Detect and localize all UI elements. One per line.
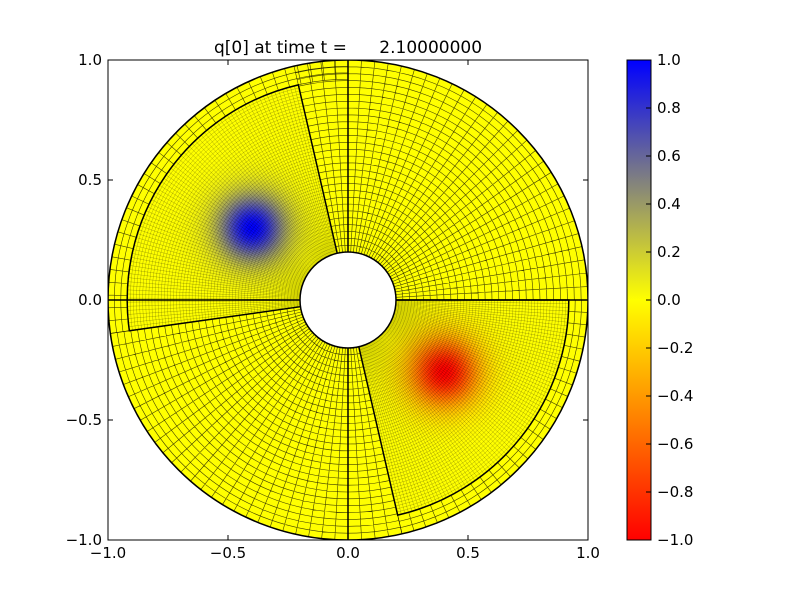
- colorbar-tick-label: 0.2: [657, 243, 681, 261]
- x-axis: −1.0 −0.5 0.0 0.5 1.0: [90, 60, 600, 562]
- plot-area: [108, 60, 588, 540]
- y-tick-label: −1.0: [66, 531, 102, 549]
- colorbar-tick-label: 0.0: [657, 291, 681, 309]
- colorbar-tick-label: −1.0: [657, 531, 693, 549]
- colorbar-tick-label: −0.2: [657, 339, 693, 357]
- colorbar-tick-label: 0.4: [657, 195, 681, 213]
- colorbar-tick-label: −0.6: [657, 435, 693, 453]
- y-tick-label: 1.0: [78, 51, 102, 69]
- x-tick-label: −0.5: [210, 544, 246, 562]
- colorbar-tick-label: −0.4: [657, 387, 693, 405]
- colorbar-tick-label: 0.8: [657, 99, 681, 117]
- x-tick-label: −1.0: [90, 544, 126, 562]
- colorbar-tick-label: −0.8: [657, 483, 693, 501]
- colorbar-tick-label: 0.6: [657, 147, 681, 165]
- colorbar-ticks: 1.0 0.8 0.6 0.4 0.2 0.0 −0.2 −0.4 −0.6 −0.8 −1.0: [646, 51, 693, 549]
- chart-title: q[0] at time t = 2.10000000: [214, 38, 482, 58]
- colorbar: 1.0 0.8 0.6 0.4 0.2 0.0 −0.2 −0.4 −0.6 −0.8 −1.0: [626, 51, 693, 549]
- x-tick-label: 1.0: [576, 544, 600, 562]
- y-tick-label: 0.5: [78, 171, 102, 189]
- y-tick-label: −0.5: [66, 411, 102, 429]
- y-axis: −1.0 −0.5 0.0 0.5 1.0: [66, 51, 588, 549]
- inner-boundary: [299, 251, 397, 349]
- refined-patch-outline: [358, 299, 570, 517]
- x-tick-label: 0.0: [336, 544, 360, 562]
- x-tick-label: 0.5: [456, 544, 480, 562]
- y-tick-label: 0.0: [78, 291, 102, 309]
- colorbar-tick-label: 1.0: [657, 51, 681, 69]
- patch-boundaries: [108, 60, 588, 540]
- refined-patch-outline: [126, 83, 338, 332]
